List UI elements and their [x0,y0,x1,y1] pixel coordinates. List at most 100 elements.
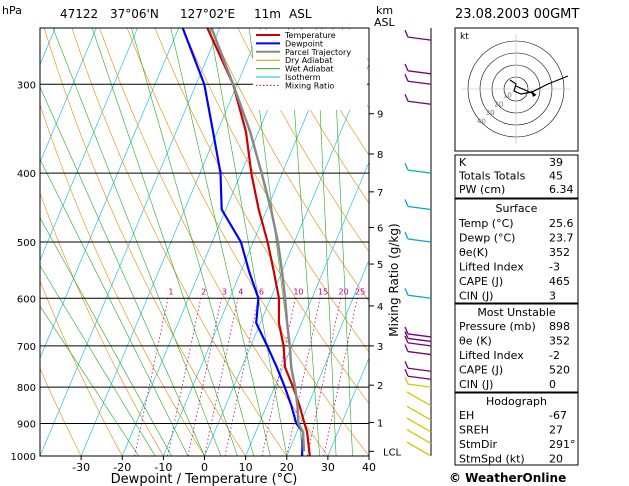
wind-barb-staff [407,70,432,75]
wind-barb-flag [404,288,409,296]
wind-barb-flag [404,369,409,377]
wet-adiabat-line [40,158,189,456]
index-label: PW (cm) [459,183,505,196]
hodograph-table-box [454,392,579,466]
dry-adiabat-line [40,192,164,456]
wind-barb [404,199,432,211]
index-label: CAPE (J) [459,275,503,288]
most-unstable-box [454,303,579,393]
wind-barb-staff [407,383,432,388]
index-value: 20 [549,453,563,466]
dry-adiabat-line [40,280,123,456]
pressure-tick-labels: 300 400 500 600 700 800 900 1000 [11,80,36,463]
km-tick-label: LCL [383,447,402,458]
km-tick-label: 4 [377,302,383,313]
pressure-unit-label: hPa [2,4,22,17]
mixing-ratio-labels: 1 2 3 4 6 10 15 20 25 [168,287,365,296]
mixing-ratio-line [286,298,321,456]
wind-barb [404,344,432,356]
trace-dewpoint [181,28,305,456]
wind-barb-flag [404,162,409,171]
index-label: Dewp (°C) [459,232,515,245]
wind-barb-staff [407,169,432,174]
dry-adiabat-line [182,28,369,353]
storm-motion-arrowhead [531,90,536,97]
wind-barb-staff [407,100,432,105]
mixing-ratio-line [261,298,296,456]
index-label: Temp (°C) [458,217,514,230]
mixing-ratio-line [187,298,222,456]
hodograph-ring-label: 40 [477,118,486,126]
mixing-ratio-axis-title: Mixing Ratio (g/kg) [387,223,401,336]
wind-barb [404,326,432,338]
legend-label: Dry Adiabat [285,56,332,65]
station-id: 47122 [60,7,98,21]
wind-barb [404,29,432,41]
km-tick-label: 8 [377,150,383,161]
index-value: 23.7 [549,232,574,245]
wind-barb-flag [404,376,409,385]
wind-barb-staff [409,430,432,444]
x-tick-labels: -30 -20 -10 0 10 20 30 40 [72,456,376,474]
index-label: StmDir [459,438,498,451]
mixing-ratio-label: 10 [293,287,303,296]
wet-adiabat-line [40,86,205,456]
index-value: 25.6 [549,217,574,230]
wind-barb-staff [407,294,432,299]
wind-barb-staff [407,342,432,347]
mixing-ratio-line [306,298,342,456]
x-tick-label: 20 [280,461,294,474]
dry-adiabat-line [209,28,369,302]
wind-barb-flag [404,74,409,82]
wind-barb [406,417,432,433]
x-tick-label: -10 [154,461,172,474]
wind-barb-flag [404,326,409,335]
hodograph-trace [509,75,569,95]
legend-label: Dewpoint [285,39,323,48]
index-value: 45 [549,170,563,183]
wind-barb-flag [404,335,409,344]
station-elevation-ref: ASL [289,7,312,21]
wind-barb [404,369,432,380]
mixing-ratio-label: 1 [168,287,173,296]
wet-adiabat-line [209,28,288,456]
index-value: 352 [549,335,570,348]
datetime-label: 23.08.2003 00GMT [455,7,579,22]
wet-adiabat-line [288,28,320,456]
indices-top-box [454,154,579,199]
index-value: 352 [549,246,570,259]
index-label: CIN (J) [459,290,493,303]
wet-adiabat-line [40,217,172,456]
mixing-ratio-line [224,298,259,456]
wind-barb-staff [407,337,432,343]
wind-barb [404,74,432,85]
mixing-ratio-line [167,298,202,456]
wind-barb [404,288,432,299]
dry-adiabat-line [237,28,369,253]
wind-barb [404,361,432,372]
mixing-ratio-line [323,298,358,456]
index-value: 291° [549,438,576,451]
isotherm-line [327,357,369,456]
dry-adiabat-line [43,28,246,456]
wind-barb-flag [404,29,409,38]
station-lon: 127°02'E [180,7,235,21]
index-label: Lifted Index [459,261,524,274]
wind-barb-staff [409,443,432,457]
section-header: Most Unstable [477,306,556,319]
mixing-ratio-label: 15 [318,287,328,296]
isobars [40,83,369,457]
hodograph-ring-label: 30 [486,109,495,117]
index-value: 465 [549,275,570,288]
wind-barb [404,63,432,75]
mixing-ratio-label: 3 [222,287,227,296]
wind-barb [404,335,432,347]
legend-label: Wet Adiabat [285,65,334,74]
wind-barb-flag [404,231,409,240]
pressure-tick-label: 1000 [11,452,36,463]
index-label: K [459,156,467,169]
wind-barb-staff [409,393,432,407]
wind-barbs [404,29,432,457]
